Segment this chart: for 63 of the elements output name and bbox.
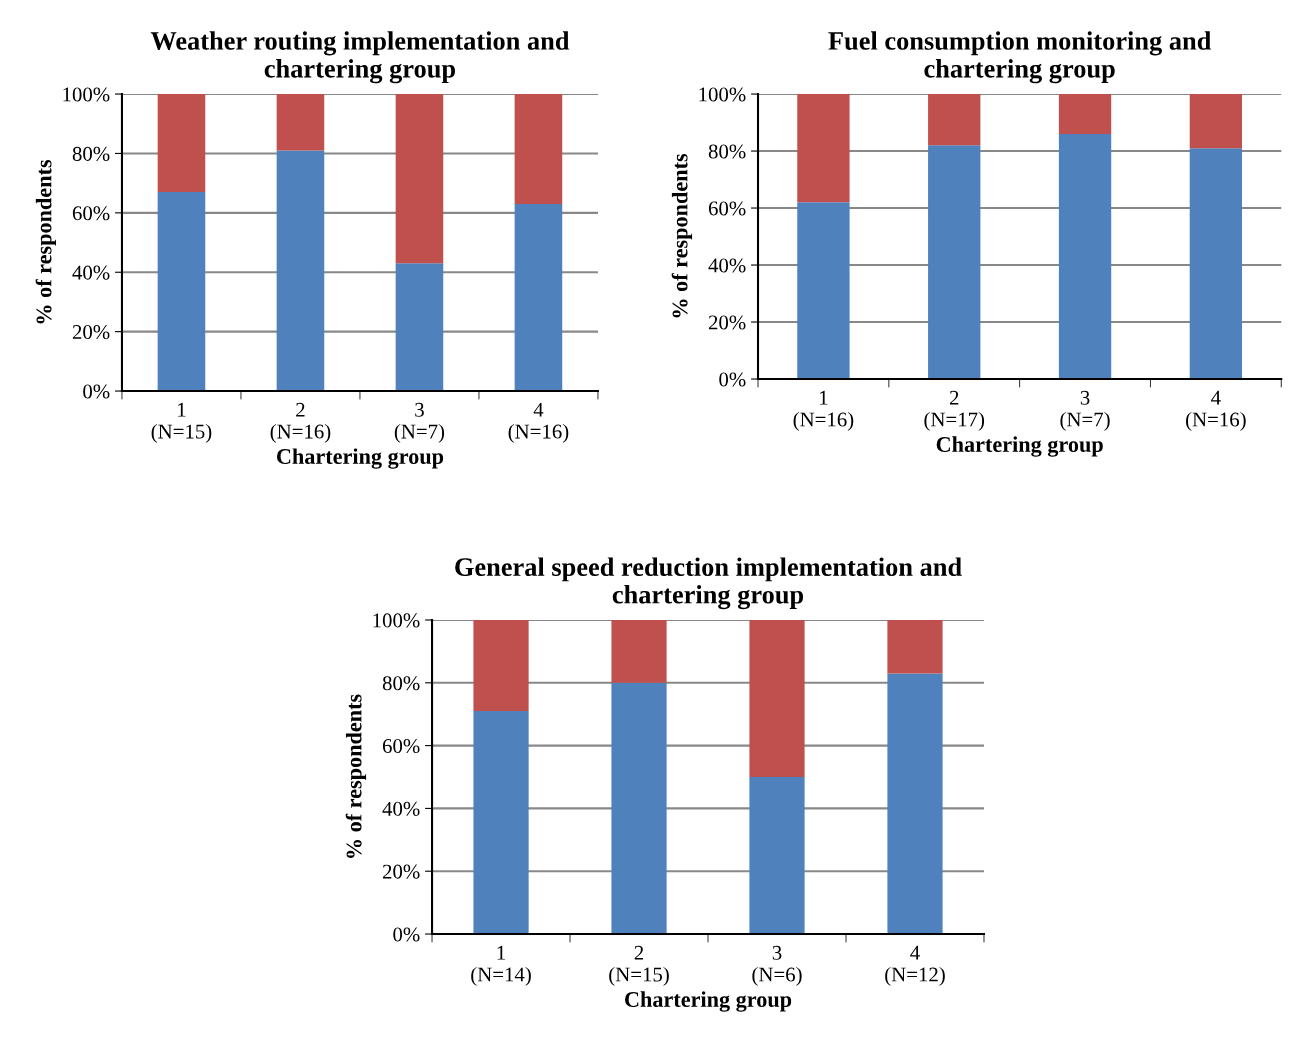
bar	[473, 711, 529, 935]
bar	[928, 145, 981, 380]
y-tick-label: 0%	[83, 384, 110, 399]
bar	[749, 777, 805, 935]
bar	[1058, 94, 1112, 134]
bar	[1058, 133, 1112, 380]
bar	[1189, 148, 1243, 380]
bar	[797, 94, 850, 203]
y-tick-label: 80%	[72, 146, 110, 161]
y-tick-label: 60%	[382, 738, 420, 754]
x-tick-label: 4 (N=16)	[1186, 390, 1246, 431]
y-tick-label: 80%	[382, 676, 420, 691]
bar	[887, 620, 943, 674]
bar	[887, 673, 943, 935]
bar	[797, 202, 850, 380]
x-tick-label: 2 (N=17)	[924, 390, 985, 431]
bar	[749, 620, 805, 778]
x-tick-label: 2 (N=16)	[270, 402, 331, 443]
y-tick-label: 60%	[708, 201, 746, 216]
y-tick-label: 100%	[373, 613, 420, 628]
bar	[473, 620, 529, 712]
bar	[276, 94, 325, 151]
y-tick-label: 20%	[382, 864, 420, 879]
x-tick-label: 1 (N=15)	[151, 402, 212, 443]
y-tick-label: 0%	[719, 372, 746, 387]
y-tick-label: 80%	[708, 144, 746, 159]
chart-title: Fuel consumption monitoring and chartering group	[828, 31, 1212, 84]
chart-title: Weather routing implementation and chartering group	[150, 31, 570, 84]
x-axis-title: Chartering group	[276, 448, 444, 469]
y-tick-label: 40%	[72, 265, 110, 280]
x-axis-title: Chartering group	[625, 991, 792, 1012]
y-tick-label: 0%	[393, 927, 420, 942]
y-tick-label: 40%	[382, 801, 420, 816]
y-axis-title: % of respondents	[345, 694, 367, 858]
bar	[928, 94, 981, 146]
y-tick-label: 100%	[699, 87, 746, 102]
x-tick-label: 3 (N=7)	[394, 402, 445, 443]
x-axis-title: Chartering group	[936, 436, 1103, 457]
bar	[611, 620, 667, 683]
chart-title: General speed reduction implementation and chartering group	[455, 557, 962, 610]
bar	[276, 150, 325, 392]
bar	[1189, 94, 1243, 149]
x-tick-label: 1 (N=14)	[471, 945, 531, 986]
bar	[514, 94, 563, 204]
bar	[395, 263, 444, 392]
bar	[611, 682, 667, 935]
bar	[157, 94, 206, 193]
y-axis-title: % of respondents	[671, 153, 693, 318]
x-tick-label: 3 (N=7)	[1060, 390, 1110, 431]
y-tick-label: 20%	[708, 315, 746, 330]
x-tick-label: 3 (N=6)	[752, 945, 802, 986]
bar	[157, 192, 206, 392]
x-tick-label: 4 (N=16)	[508, 402, 569, 443]
x-tick-label: 2 (N=15)	[609, 945, 669, 986]
bar	[395, 94, 444, 264]
y-tick-label: 100%	[63, 87, 110, 102]
y-axis-title: % of respondents	[35, 159, 56, 324]
x-tick-label: 1 (N=16)	[793, 390, 854, 431]
y-tick-label: 40%	[708, 258, 746, 273]
y-tick-label: 20%	[72, 325, 110, 340]
x-tick-label: 4 (N=12)	[885, 945, 945, 986]
bar	[514, 203, 563, 392]
y-tick-label: 60%	[72, 206, 110, 221]
